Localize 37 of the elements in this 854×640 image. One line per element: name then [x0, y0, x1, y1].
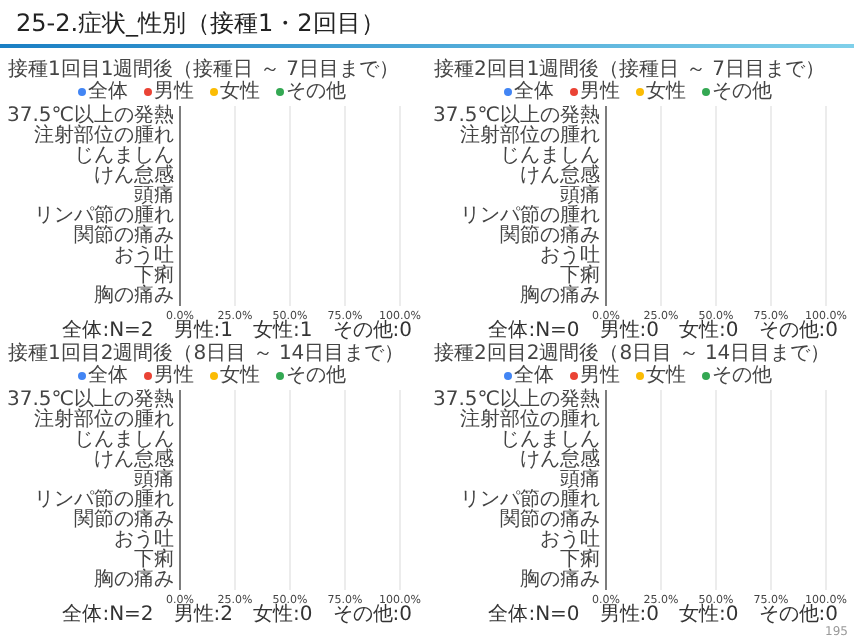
legend-label: 男性	[580, 79, 620, 104]
chart-title: 25-2.症状_性別（接種1・2回目）	[16, 8, 385, 37]
chart-subtitle: 接種1回目1週間後（接種日 ～ 7日目まで）	[8, 57, 399, 82]
text: 全体:N=2 男性:1 女性:1 その他:0	[62, 318, 412, 343]
legend-label: 女性	[646, 363, 686, 388]
y-tick-label: 注射部位の腫れ	[34, 407, 174, 432]
text: 全体:N=2 男性:2 女性:0 その他:0	[62, 602, 412, 627]
y-tick-label: 注射部位の腫れ	[460, 123, 600, 148]
legend-label: その他	[712, 79, 772, 104]
legend-label: 女性	[220, 79, 260, 104]
chart-title: 接種1回目2週間後（8日目 ～ 14日目まで）	[8, 341, 405, 366]
chart-title: 接種2回目2週間後（8日目 ～ 14日目まで）	[434, 341, 831, 366]
y-tick-label: 胸の痛み	[520, 567, 600, 592]
legend-label: 全体	[514, 363, 554, 388]
y-tick-label: 頭痛	[134, 467, 174, 492]
legend-label: その他	[286, 363, 346, 388]
text: 全体:N=0 男性:0 女性:0 その他:0	[488, 602, 838, 627]
legend-label: 男性	[154, 363, 194, 388]
y-tick-label: 頭痛	[560, 183, 600, 208]
y-tick-label: 胸の痛み	[94, 567, 174, 592]
legend-label: 全体	[514, 79, 554, 104]
y-tick-label: 胸の痛み	[94, 283, 174, 308]
legend-label: 全体	[88, 363, 128, 388]
y-tick-label: 頭痛	[560, 467, 600, 492]
legend-label: 女性	[220, 363, 260, 388]
legend-label: 全体	[88, 79, 128, 104]
legend-label: その他	[712, 363, 772, 388]
y-tick-label: 胸の痛み	[520, 283, 600, 308]
legend-label: 女性	[646, 79, 686, 104]
legend-label: 男性	[154, 79, 194, 104]
y-tick-label: 頭痛	[134, 183, 174, 208]
chart-title: 接種2回目1週間後（接種日 ～ 7日目まで）	[434, 57, 825, 82]
legend-label: 男性	[580, 363, 620, 388]
legend-label: その他	[286, 79, 346, 104]
y-tick-label: 注射部位の腫れ	[34, 123, 174, 148]
text: 全体:N=0 男性:0 女性:0 その他:0	[488, 318, 838, 343]
y-tick-label: 注射部位の腫れ	[460, 407, 600, 432]
